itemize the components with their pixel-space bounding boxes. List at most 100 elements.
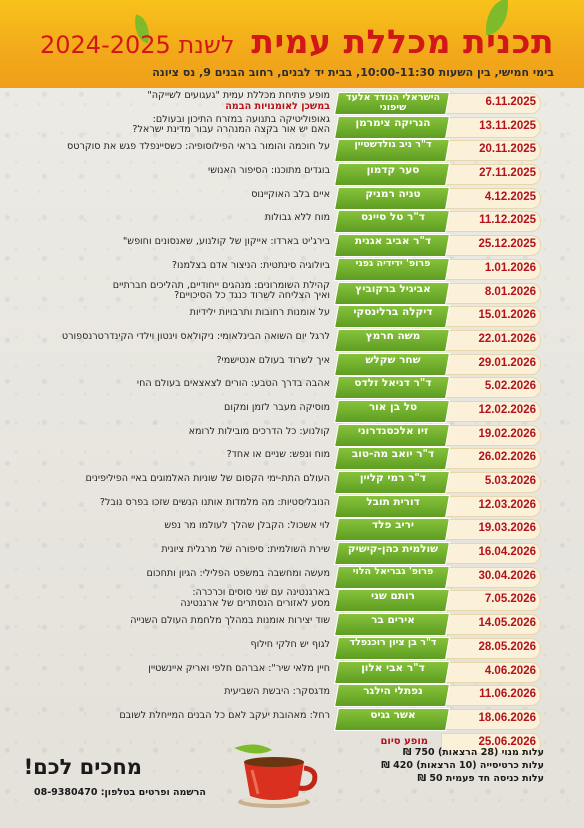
topic-main: קולנוע: כל הדרכים מובילות לרומא [188, 426, 330, 437]
coffee-cup-icon [226, 740, 322, 810]
topic-main: מופע פתיחת מכללת עמית "געגועים לשייקה" [147, 91, 330, 101]
lecturer-name: יריב פלד [372, 519, 414, 532]
lecture-topic: לרגל יום השואה הבינלאומי: ניקולאס וינטון… [10, 332, 330, 342]
topic-main: מוסיקה מעבר לזמן ומקום [223, 402, 330, 413]
lecture-date: 6.11.2025 [485, 96, 536, 108]
lecture-topic: הנובליסטיות: מה מלמדות אותנו הנשים שזכו … [10, 498, 330, 508]
topic-main: רחל: מאהובת יעקב לאם כל הבנים המייחלת לש… [119, 710, 330, 721]
lecture-topic: אהבה בדרך הטבע: הורים לצאצאים בעולם החי [10, 379, 330, 389]
lecturer-name: ד"ר ניב גולדשטיין [354, 139, 432, 151]
footer: מחכים לכם! הרשמה ופרטים בטלפון: 08-93804… [0, 740, 584, 828]
topic-main: גאופוליטיקה בתנועה במזרח התיכון ובעולם: [152, 114, 330, 125]
lecture-row: 13.11.2025 הנריקה צימרמן גאופוליטיקה בתנוע… [0, 115, 584, 139]
lecture-date: 8.01.2026 [484, 285, 536, 298]
lecturer-name: פרופ' ידידיה גפני [355, 257, 431, 269]
lecture-date: 5.03.2026 [484, 475, 536, 487]
lecturer-name: ד"ר בן ציון רוכנפלד [349, 636, 437, 648]
lecture-row: 5.03.2026 ד"ר רמי קליין העולם התת-ימי הקסו… [0, 470, 584, 494]
price-list: עלות מנוי (28 הרצאות) 750 ₪ עלות כרטיסיי… [381, 746, 544, 785]
lecture-date: 25.06.2026 [478, 735, 536, 748]
lecture-list: 6.11.2025 הישראלי הנודד אלעד שיפוני מופע פ… [0, 91, 584, 754]
lecture-row: 5.02.2026 ד"ר דניאל זלדס אהבה בדרך הטבע: ה… [0, 375, 584, 400]
lecture-date: 12.03.2026 [478, 498, 536, 511]
lecturer-name: ד"ר דניאל זלדס [354, 377, 432, 390]
lecture-topic: על חוכמה והומור בראי הפילוסופיה: כשסיינפ… [10, 142, 330, 152]
topic-main: לגוף יש חלקי חילוף [250, 639, 330, 650]
date-badge [441, 732, 541, 754]
lecturer-name: טל בן אור [368, 400, 418, 413]
thanks-heading: מחכים לכם! [23, 755, 142, 779]
lecturer-name: ד"ר אבי אלון [361, 661, 425, 674]
price-punchcard: עלות כרטיסייה (10 הרצאות) 420 ₪ [381, 760, 544, 771]
lecturer-name: אביגיל ברקוביץ [355, 282, 431, 295]
topic-main: איך לשרוד בעולם אנטישמי? [216, 355, 330, 366]
lecture-date: 13.11.2025 [479, 119, 536, 132]
lecture-date: 30.04.2026 [478, 569, 536, 582]
topic-main: ביולוגיה סינתטית: הניצור אדם בצלמנו? [171, 260, 330, 271]
topic-main: מוח ללא גבולות [264, 213, 330, 224]
lecture-row: 7.05.2026 רותם שני בארגנטינה עם שני סוסים … [0, 588, 584, 613]
topic-main: שירת השולמית: סיפורה של מרגלית ציונית [161, 545, 330, 556]
signup-phone: הרשמה ופרטים בטלפון: 08-9380470 [34, 787, 206, 798]
topic-main: איים בלב האוקיינוס [251, 189, 330, 200]
lecture-row: 20.11.2025 ד"ר ניב גולדשטיין על חוכמה והומ… [0, 138, 584, 163]
lecture-row: 4.12.2025 טניה רמניק איים בלב האוקיינוס [0, 186, 584, 210]
lecture-date: 20.11.2025 [479, 143, 536, 156]
lecture-row: 1.01.2026 פרופ' ידידיה גפני ביולוגיה סינתט… [0, 257, 584, 281]
lecturer-name: דורית תובל [366, 495, 420, 508]
lecture-topic: בירג'יט בארדו: אייקון של קולנוע, שאנסוני… [10, 237, 330, 247]
lecture-row: 14.05.2026 אירים בר שוד יצירות אומנות במהל… [0, 612, 584, 637]
lecture-topic: בוגדים מתוכנו: הסיפור האנושי [10, 166, 330, 176]
lecture-date: 15.01.2026 [478, 309, 536, 322]
lecture-date: 4.12.2025 [484, 190, 536, 203]
header-banner: תכנית מכללת עמית לשנת 2024-2025 בימי חמי… [0, 0, 584, 88]
lecture-row: 16.04.2026 שולמית כהן-קישיק שירת השולמית: … [0, 541, 584, 566]
topic-subline: ואיך הצליחה לשרוד כנגד כל הסיכויים? [174, 290, 330, 301]
lecture-date: 5.02.2026 [484, 380, 536, 393]
lecturer-name: שולמית כהן-קישיק [347, 543, 439, 556]
topic-subline: מסע לאזורים הנסתרים של ארגנטינה [180, 597, 330, 609]
lecturer-name: הנריקה צימרמן [355, 116, 431, 129]
lecture-row: 11.12.2025 ד"ר טל סיינס מוח ללא גבולות [0, 209, 584, 234]
lecture-topic: מוסיקה מעבר לזמן ומקום [10, 403, 330, 413]
lecturer-name: שחר שקלש [365, 353, 421, 366]
lecture-topic: לוי אשכול: הקבלן שהלך לעולמו מר נפש [10, 521, 330, 531]
topic-main: מעשה ומחשבה במשפט הפלילי: הגיון ותחכום [146, 568, 330, 579]
lecturer-name: ד"ר יואב מה-טוב [351, 448, 435, 461]
price-single: עלות כניסה חד פעמית 50 ₪ [417, 773, 544, 784]
lecturer-name: משה חרמץ [365, 329, 421, 342]
lecturer-name: נפתלי הילגר [363, 685, 423, 698]
lecture-date: 26.02.2026 [478, 451, 536, 464]
lecture-topic: שוד יצירות אומנות במהלך מלחמת העולם השני… [10, 616, 330, 626]
lecture-topic: מוח ונפש: שניים או אחד? [10, 450, 330, 460]
lecture-date: 28.05.2026 [478, 640, 536, 653]
lecturer-name: פרופ' גבריאל הלוי [352, 565, 434, 577]
lecture-row: 19.03.2026 יריב פלד לוי אשכול: הקבלן שהלך … [0, 517, 584, 542]
lecture-row: 12.03.2026 דורית תובל הנובליסטיות: מה מלמד… [0, 494, 584, 518]
lecturer-name: ד"ר רמי קליין [359, 472, 427, 484]
price-subscription: עלות מנוי (28 הרצאות) 750 ₪ [402, 747, 544, 758]
topic-main: קהילת השומרונים: מנהגים ייחודיים, תהליכי… [112, 280, 330, 291]
year-label: לשנת 2024-2025 [40, 31, 235, 59]
topic-subline: האם יש אור בקצה המנהרה עבור מדינת ישראל? [132, 124, 330, 136]
lecture-row: 29.01.2026 שחר שקלש איך לשרוד בעולם אנטישמ… [0, 352, 584, 376]
page-title: תכנית מכללת עמית [251, 22, 554, 61]
lecturer-name: ד"ר טל סיינס [361, 211, 425, 224]
lecture-row: 26.02.2026 ד"ר יואב מה-טוב מוח ונפש: שניים… [0, 446, 584, 471]
topic-main: הנובליסטיות: מה מלמדות אותנו הנשים שזכו … [99, 497, 330, 508]
lecture-topic: שירת השולמית: סיפורה של מרגלית ציונית [10, 545, 330, 555]
topic-main: לוי אשכול: הקבלן שהלך לעולמו מר נפש [164, 521, 330, 532]
lecture-topic: קולנוע: כל הדרכים מובילות לרומא [10, 427, 330, 437]
lecture-topic: גאופוליטיקה בתנועה במזרח התיכון ובעולם: ה… [10, 115, 330, 136]
lecturer-name: דיקלה ברלינסקי [353, 306, 433, 319]
lecturer-name: רותם שני [371, 590, 415, 603]
lecture-row: 25.12.2025 ד"ר אביב אגנית בירג'יט בארדו: א… [0, 233, 584, 258]
lecture-date: 19.03.2026 [478, 522, 536, 535]
lecture-date: 12.02.2026 [478, 403, 536, 416]
lecturer-name: אירים בר [371, 614, 415, 627]
lecture-date: 11.12.2025 [479, 214, 536, 227]
lecture-topic: איים בלב האוקיינוס [10, 190, 330, 200]
lecturer-name: אשר גגיס [370, 708, 416, 721]
lecture-topic: על אומנות רחובות ותרבויות ילידיות [10, 308, 330, 318]
topic-main: אהבה בדרך הטבע: הורים לצאצאים בעולם החי [136, 379, 330, 390]
